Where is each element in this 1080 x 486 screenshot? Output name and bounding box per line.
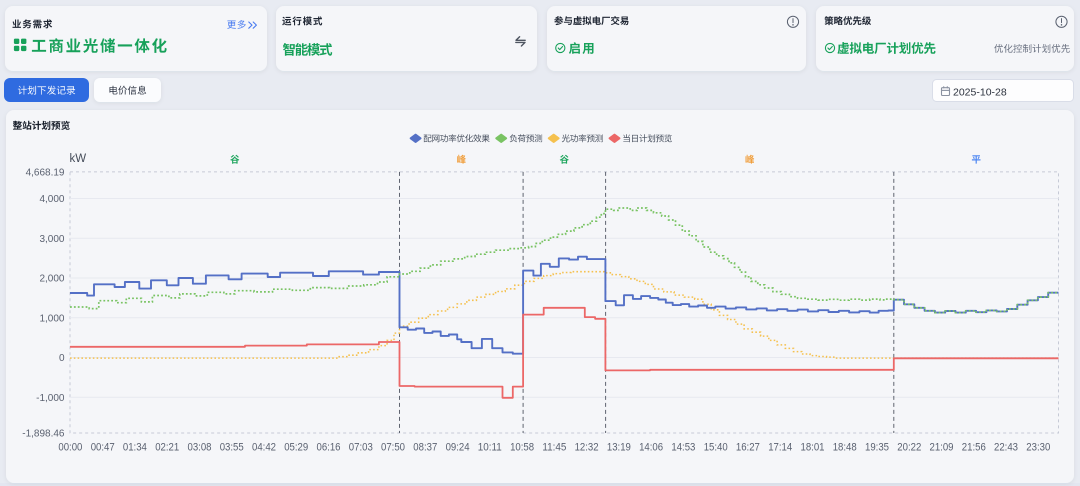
svg-text:18:01: 18:01 [801,441,825,453]
svg-text:2025-10-28: 2025-10-28 [953,86,1007,98]
svg-text:20:22: 20:22 [897,441,921,453]
svg-text:00:00: 00:00 [58,441,82,453]
svg-text:00:47: 00:47 [91,441,115,453]
svg-text:10:11: 10:11 [478,441,502,453]
svg-text:23:30: 23:30 [1026,441,1050,453]
svg-text:02:21: 02:21 [155,441,179,453]
svg-text:04:42: 04:42 [252,441,276,453]
svg-text:18:48: 18:48 [833,441,857,453]
svg-text:3,000: 3,000 [39,234,64,245]
svg-text:03:55: 03:55 [220,441,244,453]
svg-text:21:09: 21:09 [930,441,954,453]
svg-text:kW: kW [70,153,87,165]
svg-text:10:58: 10:58 [510,441,534,453]
svg-text:12:32: 12:32 [575,441,599,453]
svg-text:14:06: 14:06 [639,441,663,453]
svg-text:14:53: 14:53 [671,441,695,453]
svg-text:09:24: 09:24 [446,441,470,453]
svg-text:05:29: 05:29 [284,441,308,453]
svg-text:22:43: 22:43 [994,441,1018,453]
svg-text:4,000: 4,000 [39,194,64,205]
svg-text:16:27: 16:27 [736,441,760,453]
svg-text:2,000: 2,000 [39,274,64,285]
svg-text:17:14: 17:14 [768,441,792,453]
svg-text:-1,000: -1,000 [36,393,65,404]
svg-text:07:50: 07:50 [381,441,405,453]
svg-text:0: 0 [59,353,65,364]
svg-text:13:19: 13:19 [607,441,631,453]
svg-text:1,000: 1,000 [39,313,64,324]
svg-text:4,668.19: 4,668.19 [26,167,65,178]
svg-text:19:35: 19:35 [865,441,889,453]
svg-text:11:45: 11:45 [542,441,566,453]
svg-text:03:08: 03:08 [188,441,212,453]
svg-text:-1,898.46: -1,898.46 [22,429,65,440]
svg-text:06:16: 06:16 [317,441,341,453]
svg-text:08:37: 08:37 [413,441,437,453]
svg-text:15:40: 15:40 [704,441,728,453]
svg-text:21:56: 21:56 [962,441,986,453]
svg-text:01:34: 01:34 [123,441,147,453]
svg-text:07:03: 07:03 [349,441,373,453]
